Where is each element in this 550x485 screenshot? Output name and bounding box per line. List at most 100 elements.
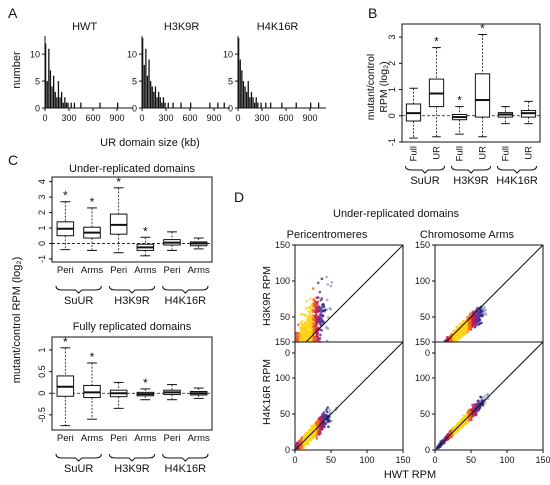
scatter-y-tick-label: 150 [415,240,430,250]
scatter-point [324,408,328,412]
scatter-point [317,433,321,436]
histogram-bar [252,97,254,108]
histogram-bar [154,86,157,108]
scatter-x-tick-label: 100 [359,455,374,465]
boxplot-domains-shared-y-label: mutant/control RPM (log₂) [11,257,23,384]
histogram-bar [242,81,245,108]
histogram-bar [260,102,262,108]
scatter-point [304,314,307,317]
histogram-bar [209,102,211,108]
histogram-bar [172,102,174,108]
under-replicated-title: Under-replicated domains [69,163,195,175]
histogram-x-tick-label: 300 [158,113,173,123]
histogram-bar [46,81,48,108]
histogram-bar [217,102,219,108]
histogram-y-tick-label: 5 [132,77,137,87]
scatter-point [326,406,329,409]
histogram-bar [67,102,69,108]
boxplot-significance-star: * [90,350,95,364]
scatter-point [325,298,329,302]
boxplot-y-tick-label: 2 [37,210,47,215]
histogram-bar [167,102,169,108]
boxplot-frame [401,23,541,143]
scatter-y-tick-label: 0 [425,348,430,358]
scatter-y-tick-label: 150 [275,240,290,250]
scatter-point [304,307,308,310]
boxplot-category-label: Arms [81,265,103,276]
histogram-bar [223,102,225,108]
boxplot-y-tick-label: 0 [387,113,397,118]
panel-letter-b: B [368,5,377,21]
scatter-point [320,277,324,281]
scatter-point [306,315,310,319]
histogram-panel: number UR domain size (kb) HWT 0 5 10 0 300 60… [11,21,326,149]
boxplot-domains-panel: mutant/control RPM (log₂) Under-replicat… [11,163,213,475]
histogram-bar [241,70,243,108]
boxplot-category-label: Full [409,146,420,161]
histogram-bar [310,102,312,108]
scatter-point [483,395,486,398]
scatter-point [318,313,322,316]
boxplot-y-tick-label: 1 [37,347,47,352]
scatter-point [308,314,312,317]
scatter-x-tick-label: 50 [326,455,336,465]
scatter-point [300,320,304,323]
histogram-y-tick-label: 5 [228,77,233,87]
boxplot-significance-star: * [143,224,148,238]
scatter-point [471,403,474,407]
histogram-bar [153,91,155,108]
boxplot-group-bracket [162,453,209,462]
boxplot-category-label: Arms [188,433,210,444]
scatter-row-label-h4k16r: H4K16R RPM [261,359,273,425]
scatter-point [325,410,329,414]
boxplot-group-bracket [404,165,446,174]
histogram-bar [158,91,160,108]
scatter-x-axis-label: HWT RPM [384,469,436,481]
boxplot-y-tick-label: 1 [387,87,397,92]
scatter-point [318,290,322,294]
boxplot-group-label: SuUR [64,295,93,307]
scatter-point [330,281,334,284]
scatter-y-tick-label: 100 [275,276,290,286]
histogram-y-axis-label: number [11,51,23,89]
scatter-point [316,338,319,341]
histogram-x-tick-label: 0 [42,113,47,123]
histogram-bar [117,102,119,108]
scatter-point [483,313,486,316]
boxplot-significance-star: * [434,35,439,49]
histogram-bar [249,97,251,108]
scatter-point [310,424,313,428]
scatter-y-tick-label: 50 [280,312,290,322]
histogram-bar [270,102,272,108]
scatter-point [312,297,315,301]
scatter-point [328,411,332,414]
histogram-y-tick-label: 10 [223,50,233,60]
histogram-bar [146,75,149,108]
boxplot-y-tick-label: 0.5 [37,365,47,378]
histogram-bar [255,97,257,108]
boxplot-group-label: H4K16R [165,463,207,475]
boxplot-group-label: SuUR [64,463,93,475]
scatter-point [326,283,330,286]
histogram-y-tick-label: 10 [127,50,137,60]
scatter-row-label-h3k9r: H3K9R RPM [261,266,273,326]
scatter-point [325,325,328,329]
boxplot-group-label: SuUR [410,175,439,187]
scatter-point [304,320,307,324]
boxplot-significance-star: * [116,175,121,189]
histogram-x-axis-label: UR domain size (kb) [100,137,200,149]
scatter-point [315,437,319,440]
scatter-x-tick-label: 0 [292,455,297,465]
histogram-series-title: H4K16R [257,21,299,33]
scatter-point [310,303,313,306]
boxplot-summary-panel: mutant/control RPM (log₂) -1 0 1 2 3 Full * UR *… [365,21,541,187]
histogram-bar [164,102,166,108]
scatter-point [308,322,311,326]
histogram-x-tick-label: 900 [109,113,124,123]
scatter-point [468,314,471,317]
scatter-point [479,395,482,399]
boxplot-category-label: Peri [110,433,127,444]
boxplot-y-tick-label: 3 [37,195,47,200]
scatter-point [304,326,308,329]
